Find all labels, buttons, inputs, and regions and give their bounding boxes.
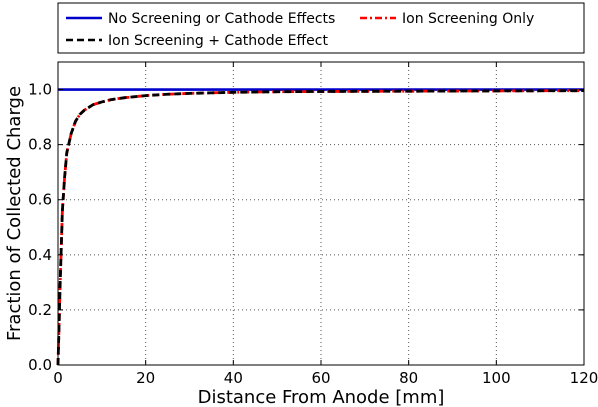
y-tick-label: 0.2 bbox=[28, 301, 52, 319]
legend-label-1: Ion Screening + Cathode Effect bbox=[108, 33, 328, 49]
x-axis-label: Distance From Anode [mm] bbox=[198, 387, 445, 407]
x-tick-label: 20 bbox=[136, 369, 155, 387]
y-tick-label: 0.4 bbox=[28, 246, 52, 264]
y-tick-label: 0.8 bbox=[28, 136, 52, 154]
axis-ticks: 0 20 40 60 80 100 120 0.0 0.2 0.4 0.6 0.8 1.0 bbox=[28, 62, 598, 387]
series-line-2 bbox=[56, 89, 585, 366]
x-tick-label: 120 bbox=[570, 369, 598, 387]
x-tick-label: 40 bbox=[224, 369, 243, 387]
y-tick-label: 1.0 bbox=[28, 81, 52, 99]
x-tick-label: 80 bbox=[399, 369, 418, 387]
series-lines bbox=[56, 88, 585, 366]
y-tick-label: 0.0 bbox=[28, 356, 52, 374]
x-tick-label: 100 bbox=[482, 369, 511, 387]
grid bbox=[57, 62, 585, 366]
y-axis-label: Fraction of Collected Charge bbox=[4, 86, 25, 341]
legend-label-2: Ion Screening Only bbox=[402, 11, 534, 27]
legend-label-0: No Screening or Cathode Effects bbox=[108, 11, 335, 27]
legend: No Screening or Cathode Effects Ion Scree… bbox=[57, 2, 585, 54]
x-tick-label: 0 bbox=[53, 369, 63, 387]
legend-box bbox=[57, 2, 585, 54]
plot-frame bbox=[57, 61, 585, 366]
series-line-1 bbox=[56, 89, 585, 366]
y-tick-label: 0.6 bbox=[28, 191, 52, 209]
x-tick-label: 60 bbox=[311, 369, 330, 387]
